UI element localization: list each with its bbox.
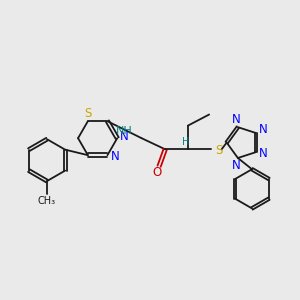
- Text: O: O: [153, 167, 162, 179]
- Text: N: N: [259, 147, 268, 160]
- Text: N: N: [259, 123, 268, 136]
- Text: N: N: [232, 159, 241, 172]
- Text: H: H: [182, 137, 190, 147]
- Text: N: N: [232, 113, 241, 126]
- Text: S: S: [84, 107, 92, 120]
- Text: NH: NH: [116, 126, 133, 136]
- Text: N: N: [120, 130, 129, 143]
- Text: N: N: [110, 150, 119, 163]
- Text: S: S: [215, 144, 223, 157]
- Text: CH₃: CH₃: [38, 196, 56, 206]
